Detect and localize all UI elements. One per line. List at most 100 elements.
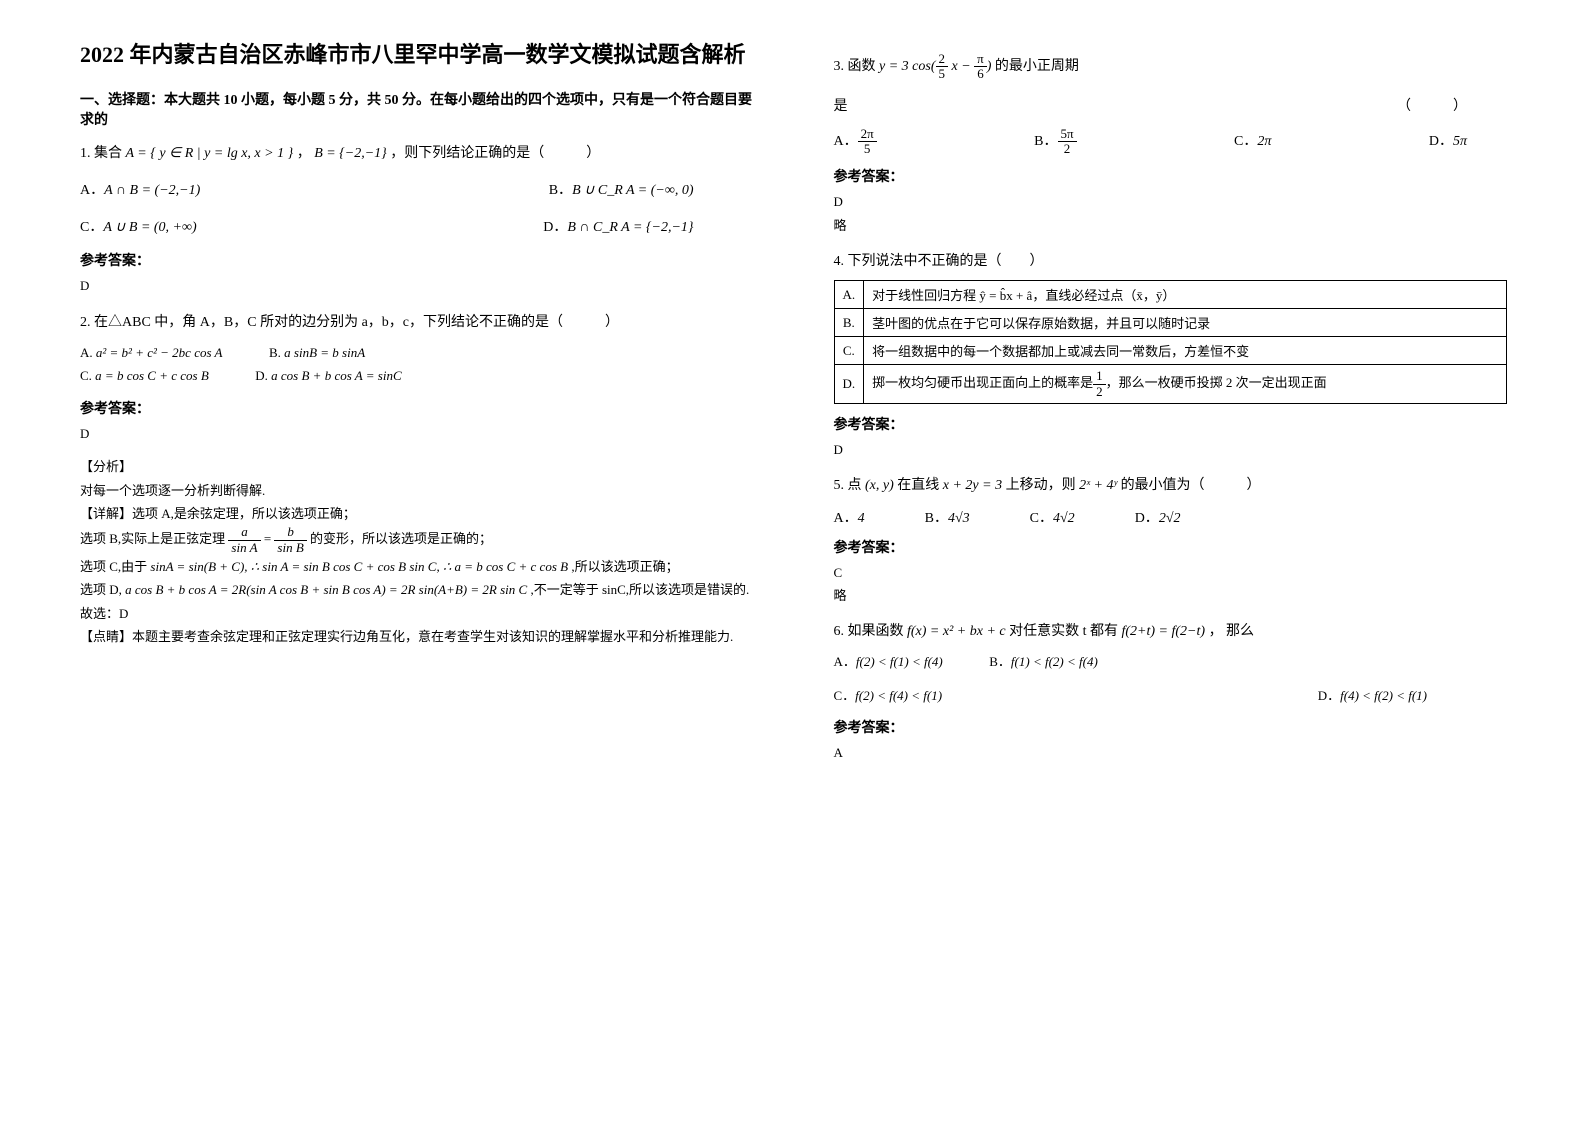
q5-mid1: 在直线: [897, 478, 943, 493]
q6-D: f(4) < f(2) < f(1): [1340, 688, 1427, 703]
page-title: 2022 年内蒙古自治区赤峰市市八里罕中学高一数学文模拟试题含解析: [80, 40, 754, 71]
table-row: D. 掷一枚均匀硬币出现正面向上的概率是12，那么一枚硬币投掷 2 次一定出现正…: [834, 365, 1507, 404]
q2-lineC-math: sinA = sin(B + C), ∴ sin A = sin B cos C…: [150, 559, 568, 574]
q1-comma: ，: [297, 146, 311, 161]
q2-lineC-post: ,所以该选项正确；: [571, 559, 678, 574]
q2-optB: a sinB = b sinA: [284, 345, 365, 360]
q1-optA: A ∩ B = (−2,−1): [104, 183, 200, 198]
q6-B-lbl: B．: [989, 654, 1011, 669]
q4-rD-pre: 掷一枚均匀硬币出现正面向上的概率是: [872, 375, 1093, 390]
q1-post: ，则下列结论正确的是（ ）: [390, 146, 600, 161]
table-row: B. 茎叶图的优点在于它可以保存原始数据，并且可以随时记录: [834, 309, 1507, 337]
q4-rD-n: 1: [1093, 369, 1106, 384]
q2-lineC: 选项 C,由于 sinA = sin(B + C), ∴ sin A = sin…: [80, 555, 754, 578]
q5-pre: 5. 点: [834, 478, 866, 493]
q1-setB: B = {−2,−1}: [314, 146, 387, 161]
q2-lineB-post: 的变形，所以该选项是正确的；: [310, 531, 492, 546]
q6-fx: f(x) = x² + bx + c: [907, 624, 1006, 639]
q2-optA-lbl: A.: [80, 345, 93, 360]
q2-fracB-n: b: [274, 525, 306, 540]
q5-opts: A．4 B．4√3 C．4√2 D．2√2: [834, 507, 1508, 527]
table-row: A. 对于线性回归方程 ŷ = b̂x + â，直线必经过点（x̄，ȳ）: [834, 281, 1507, 309]
q6-C: f(2) < f(4) < f(1): [855, 688, 942, 703]
q1-row1: A．A ∩ B = (−2,−1) B．B ∪ C_R A = (−∞, 0): [80, 178, 754, 203]
q3-opts: A．2π5 B．5π2 C．2π D．5π: [834, 127, 1508, 157]
q6-D-lbl: D．: [1318, 688, 1340, 703]
q2-analysis-1: 对每一个选项逐一分析判断得解.: [80, 479, 754, 502]
q3-A-lbl: A．: [834, 134, 858, 149]
q3-post: 的最小正周期: [995, 59, 1079, 74]
q5-expr: 2ˣ + 4ʸ: [1079, 478, 1117, 493]
q3-omit: 略: [834, 214, 1508, 237]
q2-fracA-n: a: [228, 525, 260, 540]
q2-fracB-d: sin B: [274, 541, 306, 555]
q5-line: x + 2y = 3: [943, 478, 1002, 493]
q2-detail-tag: 【详解】选项 A,是余弦定理，所以该选项正确；: [80, 502, 754, 525]
q4-rA-lbl: A.: [834, 281, 864, 309]
q5-ans-label: 参考答案：: [834, 537, 1508, 557]
q2-lineB-eq: =: [264, 531, 275, 546]
q3-ans: D: [834, 190, 1508, 213]
q6-cond: f(2+t) = f(2−t): [1122, 624, 1206, 639]
q3-Bn: 5π: [1058, 127, 1077, 142]
q2-lineB: 选项 B,实际上是正弦定理 a sin A = b sin B 的变形，所以该选…: [80, 525, 754, 555]
q4-rD-d: 2: [1093, 385, 1106, 399]
q4-rB-lbl: B.: [834, 309, 864, 337]
q1-setA: A = { y ∈ R | y = lg x, x > 1 }: [126, 146, 294, 161]
q5-B: 4√3: [948, 511, 970, 526]
q1-ans: D: [80, 274, 754, 297]
q3-ans-label: 参考答案：: [834, 166, 1508, 186]
q2-row2: C. a = b cos C + c cos B D. a cos B + b …: [80, 364, 754, 387]
q4-stem: 4. 下列说法中不正确的是（ ）: [834, 249, 1508, 274]
q5-A-lbl: A．: [834, 511, 858, 526]
q6-A: f(2) < f(1) < f(4): [856, 654, 943, 669]
q4-ans-label: 参考答案：: [834, 414, 1508, 434]
q5-C-lbl: C．: [1030, 511, 1053, 526]
q1-row2: C．A ∪ B = (0, +∞) D．B ∩ C_R A = {−2,−1}: [80, 215, 754, 240]
left-column: 2022 年内蒙古自治区赤峰市市八里罕中学高一数学文模拟试题含解析 一、选择题：…: [0, 0, 794, 1122]
q4-ans: D: [834, 438, 1508, 461]
q2-optD-lbl: D.: [255, 368, 268, 383]
q3-C-lbl: C．: [1234, 134, 1257, 149]
q4-table: A. 对于线性回归方程 ŷ = b̂x + â，直线必经过点（x̄，ȳ） B. …: [834, 280, 1508, 404]
q6-post: ， 那么: [1209, 624, 1255, 639]
q2-lineD-post: ,不一定等于 sinC,所以该选项是错误的.: [530, 582, 749, 597]
q1-optD: B ∩ C_R A = {−2,−1}: [567, 220, 693, 235]
q2-lineB-pre: 选项 B,实际上是正弦定理: [80, 531, 225, 546]
q5-D: 2√2: [1159, 511, 1181, 526]
q1-optB: B ∪ C_R A = (−∞, 0): [572, 183, 693, 198]
q3-pre: 3. 函数: [834, 59, 880, 74]
q3-f1d: 5: [936, 67, 949, 81]
q3-is: 是: [834, 94, 848, 119]
q3-func-post: ): [987, 59, 992, 74]
q2-lineC-pre: 选项 C,由于: [80, 559, 150, 574]
table-row: C. 将一组数据中的每一个数据都加上或减去同一常数后，方差恒不变: [834, 337, 1507, 365]
q1-optA-lbl: A．: [80, 183, 104, 198]
q2-lineD-pre: 选项 D,: [80, 582, 125, 597]
q6-A-lbl: A．: [834, 654, 856, 669]
q5-stem: 5. 点 (x, y) 在直线 x + 2y = 3 上移动，则 2ˣ + 4ʸ…: [834, 473, 1508, 498]
q2-optC-lbl: C.: [80, 368, 92, 383]
q6-mid1: 对任意实数 t 都有: [1009, 624, 1121, 639]
q5-A: 4: [858, 511, 865, 526]
q4-rD: 掷一枚均匀硬币出现正面向上的概率是12，那么一枚硬币投掷 2 次一定出现正面: [864, 365, 1507, 404]
q1-pre: 1. 集合: [80, 146, 126, 161]
q5-ans: C: [834, 561, 1508, 584]
q2-analysis-tag: 【分析】: [80, 455, 754, 478]
q1-ans-label: 参考答案：: [80, 250, 754, 270]
q1-optB-lbl: B．: [549, 183, 572, 198]
q2-optA: a² = b² + c² − 2bc cos A: [96, 345, 223, 360]
q3-C: 2π: [1257, 134, 1271, 149]
q5-D-lbl: D．: [1135, 511, 1159, 526]
q4-rB: 茎叶图的优点在于它可以保存原始数据，并且可以随时记录: [864, 309, 1507, 337]
section-1-head: 一、选择题：本大题共 10 小题，每小题 5 分，共 50 分。在每小题给出的四…: [80, 89, 754, 129]
q5-pt: (x, y): [865, 478, 894, 493]
q4-rC: 将一组数据中的每一个数据都加上或减去同一常数后，方差恒不变: [864, 337, 1507, 365]
q6-B: f(1) < f(2) < f(4): [1011, 654, 1098, 669]
q2-so: 故选：D: [80, 602, 754, 625]
right-column: 3. 函数 y = 3 cos(25 x − π6) 的最小正周期 是 （ ） …: [794, 0, 1587, 1122]
q3-Ad: 5: [858, 142, 877, 156]
q3-B-lbl: B．: [1034, 134, 1057, 149]
q3-An: 2π: [858, 127, 877, 142]
q5-B-lbl: B．: [925, 511, 948, 526]
